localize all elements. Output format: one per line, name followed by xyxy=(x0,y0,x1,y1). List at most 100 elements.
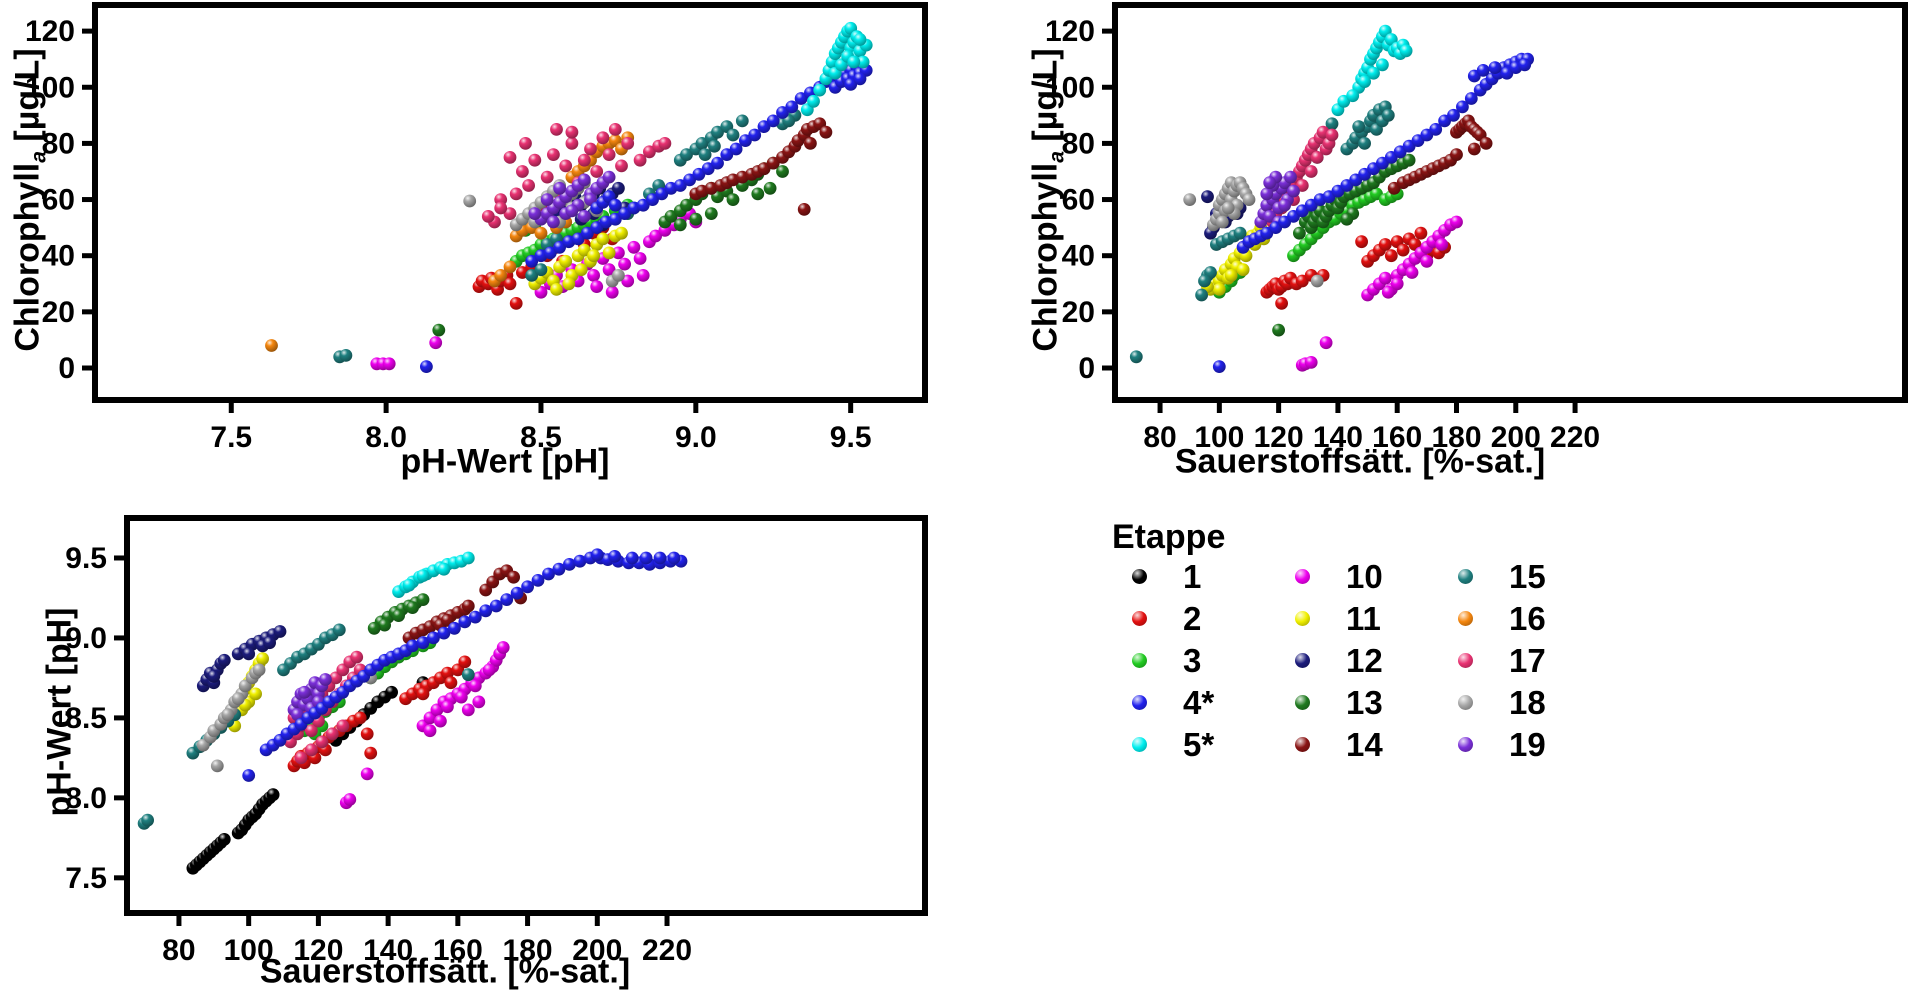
legend-label: 15 xyxy=(1509,557,1546,595)
legend-entry-12: 12 xyxy=(1295,641,1406,679)
series-18 xyxy=(196,663,378,773)
y-tick-label: 8.0 xyxy=(65,782,107,815)
legend-label: 5* xyxy=(1183,725,1215,763)
legend-entry-10: 10 xyxy=(1295,558,1406,595)
y-tick-label: 7.5 xyxy=(65,862,107,895)
series-17 xyxy=(481,122,672,229)
ylabel-chlorophyll-right: Chlorophylla [µg/L] xyxy=(1026,48,1069,352)
series-5* xyxy=(1331,24,1413,117)
xlabel-o2-top: Sauerstoffsätt. [%-sat.] xyxy=(1174,442,1546,481)
legend-entry-13: 13 xyxy=(1295,683,1406,721)
y-tick-label: 40 xyxy=(1062,240,1095,273)
legend-label: 16 xyxy=(1509,599,1546,637)
legend-entry-2: 2 xyxy=(1132,599,1243,637)
legend-entry-17: 17 xyxy=(1458,641,1569,679)
series-5* xyxy=(392,551,475,598)
plot-chl-vs-o2: 80 100 120 140 160 180 200 220 0 20 40 60 80 100 120 xyxy=(1045,2,1908,454)
legend-label: 14 xyxy=(1346,725,1383,763)
legend-entry-1: 1 xyxy=(1132,557,1243,595)
x-tick-label: 100 xyxy=(1194,421,1244,454)
legend-entry-15: 15 xyxy=(1458,557,1569,595)
y-tick-label: 0 xyxy=(58,352,75,385)
legend-label: 17 xyxy=(1509,641,1546,679)
y-tick-label: 40 xyxy=(42,240,75,273)
legend-label: 13 xyxy=(1346,683,1383,721)
series-marker-icon xyxy=(1132,653,1147,668)
legend-column-3: 15 16 17 18 19 xyxy=(1458,557,1569,763)
x-tick-label: 220 xyxy=(642,934,692,967)
legend-entry-5: 5* xyxy=(1132,725,1243,763)
series-5* xyxy=(800,21,873,117)
series-marker-icon xyxy=(1458,737,1473,752)
legend-entry-14: 14 xyxy=(1295,725,1406,763)
x-tick-label: 160 xyxy=(1372,421,1422,454)
x-tick-label: 180 xyxy=(1431,421,1481,454)
legend-label: 4* xyxy=(1183,683,1215,721)
legend-grid: 1 2 3 4* 5* 10 11 12 13 14 15 16 17 18 19 xyxy=(1132,557,1569,763)
x-tick-label: 140 xyxy=(363,934,413,967)
series-marker-icon xyxy=(1458,569,1473,584)
series-15 xyxy=(1129,100,1395,364)
series-marker-icon xyxy=(1458,653,1473,668)
series-19 xyxy=(528,170,616,229)
legend-label: 19 xyxy=(1509,725,1546,763)
series-4* xyxy=(242,548,688,782)
legend-entry-18: 18 xyxy=(1458,683,1569,721)
x-tick-label: 220 xyxy=(1550,421,1600,454)
legend-entry-11: 11 xyxy=(1295,600,1406,637)
series-marker-icon xyxy=(1295,653,1310,668)
y-tick-label: 9.0 xyxy=(65,622,107,655)
etappe-legend: Etappe 1 2 3 4* 5* 10 11 12 13 14 15 16 17 18 19 xyxy=(1112,518,1546,763)
series-3 xyxy=(1212,187,1404,299)
legend-label: 18 xyxy=(1509,683,1546,721)
legend-entry-4: 4* xyxy=(1132,683,1243,721)
ylabel-ph: pH-Wert [pH] xyxy=(40,607,79,817)
series-19 xyxy=(287,673,332,722)
y-tick-label: 20 xyxy=(1062,296,1095,329)
x-tick-label: 120 xyxy=(1254,421,1304,454)
x-tick-label: 9.5 xyxy=(830,421,872,454)
x-tick-label: 140 xyxy=(1313,421,1363,454)
series-13 xyxy=(367,593,430,635)
series-12 xyxy=(196,625,287,693)
y-tick-label: 100 xyxy=(1045,71,1095,104)
series-marker-icon xyxy=(1132,611,1147,626)
series-13 xyxy=(1272,153,1416,337)
x-tick-label: 80 xyxy=(1143,421,1176,454)
xlabel-o2-bottom: Sauerstoffsätt. [%-sat.] xyxy=(259,952,631,991)
y-tick-label: 20 xyxy=(42,296,75,329)
plot-ph-vs-o2: 80 100 120 140 160 180 200 220 7.5 8.0 8.5 9.0 9.5 xyxy=(65,515,928,967)
series-14 xyxy=(402,564,527,645)
series-marker-icon xyxy=(1132,737,1147,752)
ylabel-chlorophyll-left: Chlorophylla [µg/L] xyxy=(8,48,51,352)
x-tick-label: 200 xyxy=(572,934,622,967)
series-14 xyxy=(1387,114,1493,195)
x-tick-label: 160 xyxy=(433,934,483,967)
y-tick-label: 8.5 xyxy=(65,702,107,735)
series-4* xyxy=(1212,52,1534,373)
legend-label: 3 xyxy=(1183,641,1202,679)
series-marker-icon xyxy=(1295,737,1310,752)
legend-label: 12 xyxy=(1346,641,1383,679)
y-tick-label: 60 xyxy=(1062,184,1095,217)
series-marker-icon xyxy=(1295,611,1310,626)
y-tick-label: 80 xyxy=(42,127,75,160)
series-2 xyxy=(1260,226,1451,310)
series-marker-icon xyxy=(1295,695,1310,710)
x-tick-label: 100 xyxy=(224,934,274,967)
y-tick-label: 0 xyxy=(1078,352,1095,385)
series-18 xyxy=(1183,176,1324,288)
legend-label: 1 xyxy=(1183,557,1202,595)
series-marker-icon xyxy=(1295,569,1310,584)
series-10 xyxy=(1295,215,1463,372)
legend-label: 2 xyxy=(1183,599,1202,637)
legend-column-1: 1 2 3 4* 5* xyxy=(1132,557,1243,763)
plot-chl-vs-ph: 7.5 8.0 8.5 9.0 9.5 0 20 40 60 80 100 120 xyxy=(25,2,928,454)
series-marker-icon xyxy=(1132,695,1147,710)
x-tick-label: 7.5 xyxy=(210,421,252,454)
y-tick-label: 100 xyxy=(25,71,75,104)
x-tick-label: 8.0 xyxy=(365,421,407,454)
legend-entry-16: 16 xyxy=(1458,599,1569,637)
